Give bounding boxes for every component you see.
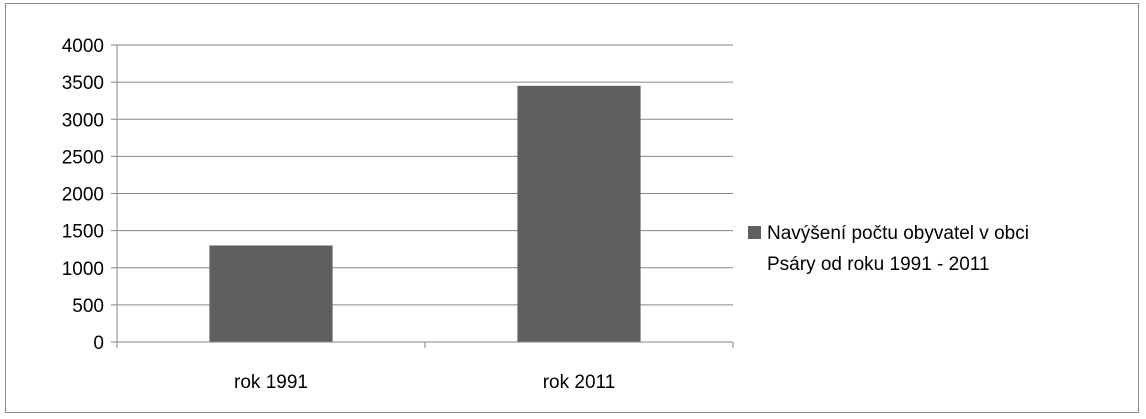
y-tick-label: 4000	[62, 36, 104, 57]
y-tick-label: 1500	[62, 222, 104, 243]
legend-swatch	[748, 226, 761, 239]
x-tick-label: rok 1991	[234, 372, 308, 393]
bar	[517, 85, 641, 343]
y-axis-tick-labels: 0 500 1000 1500 2000 2500 3000 3500 4000	[62, 36, 104, 354]
legend-label-line-2: Psáry od roku 1991 - 2011	[767, 254, 990, 275]
y-tick-label: 2000	[62, 185, 104, 206]
bars	[209, 85, 641, 343]
x-axis-tick-labels: rok 1991 rok 2011	[234, 372, 615, 393]
y-tick-label: 0	[93, 333, 104, 354]
x-tick-label: rok 2011	[543, 372, 616, 393]
y-tick-label: 1000	[62, 259, 104, 280]
y-tick-label: 3500	[62, 73, 104, 94]
y-tick-label: 3000	[62, 110, 104, 131]
axes	[111, 44, 734, 348]
legend: Navýšení počtu obyvatel v obci Psáry od …	[748, 223, 1029, 275]
legend-label-line-1: Navýšení počtu obyvatel v obci	[767, 223, 1029, 244]
y-tick-label: 500	[72, 296, 104, 317]
y-tick-label: 2500	[62, 147, 104, 168]
bar	[209, 245, 333, 342]
